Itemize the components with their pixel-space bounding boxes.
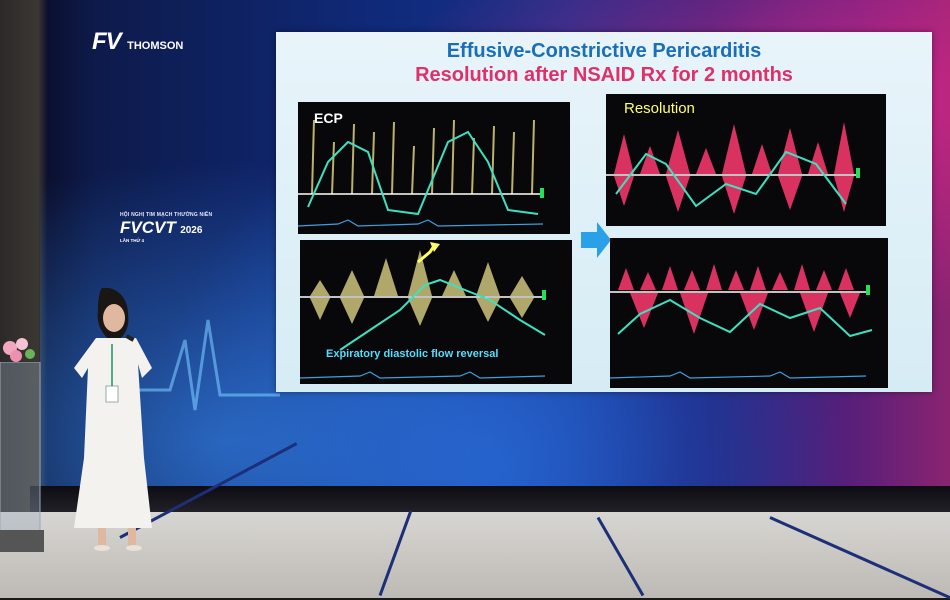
- presentation-slide: Effusive-Constrictive Pericarditis Resol…: [276, 32, 932, 392]
- doppler-panel-expiratory: Expiratory diastolic flow reversal: [300, 240, 572, 384]
- doppler-panel-resolution-2: [610, 238, 888, 388]
- logo-fv: FV: [92, 28, 122, 55]
- event-small-title: HỘI NGHỊ TIM MẠCH THƯỜNG NIÊN: [120, 212, 213, 218]
- doppler-panel-resolution: Resolution: [606, 94, 886, 226]
- event-year: 2026: [180, 225, 203, 236]
- panel-label-resolution: Resolution: [624, 100, 695, 117]
- event-big-title: FVCVT: [120, 218, 176, 237]
- ecg-decoration: [130, 319, 280, 411]
- flow-reversal-caption: Expiratory diastolic flow reversal: [326, 348, 499, 360]
- slide-title: Effusive-Constrictive Pericarditis: [446, 40, 762, 62]
- podium: [0, 362, 44, 552]
- doppler-trace-ecp: [298, 119, 544, 227]
- fv-thomson-logo: FV THOMSON: [92, 28, 183, 56]
- logo-thomson: THOMSON: [127, 40, 184, 52]
- panel-label-ecp: ECP: [314, 110, 343, 126]
- arrow-right-icon: [581, 222, 611, 258]
- flowers: [3, 338, 35, 362]
- floor: [0, 442, 950, 600]
- doppler-trace-resolution: [606, 122, 860, 214]
- doppler-trace-expiratory: [300, 242, 546, 379]
- event-logo: HỘI NGHỊ TIM MẠCH THƯỜNG NIÊN FVCVT 2026…: [120, 212, 212, 243]
- event-edition: LẦN THỨ 4: [120, 238, 144, 243]
- doppler-panel-ecp: ECP: [298, 102, 570, 234]
- speaker: [74, 288, 152, 551]
- doppler-trace-resolution-2: [610, 264, 873, 379]
- stage-edge: [30, 486, 950, 514]
- slide-subtitle: Resolution after NSAID Rx for 2 months: [415, 64, 793, 86]
